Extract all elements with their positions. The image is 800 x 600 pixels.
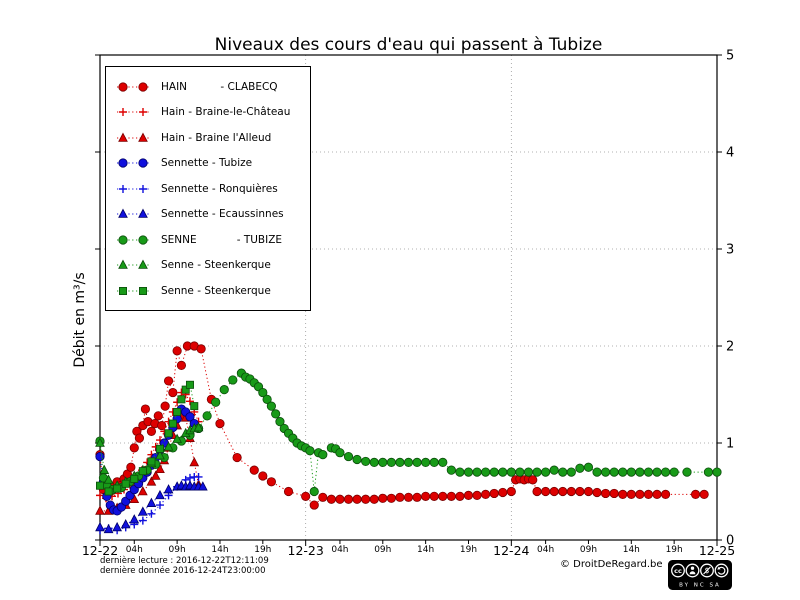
plot-frame: [99, 54, 718, 541]
series-0: [95, 341, 709, 510]
legend-item: Sennette - Tubize: [114, 151, 304, 177]
y-axis-ticks: 0 1 2 3 4 5: [95, 49, 734, 549]
copyright-text: © DroitDeRegard.be: [560, 559, 663, 570]
legend-label: Hain - Braine-le-Château: [161, 106, 291, 119]
legend-item: Hain - Braine-le-Château: [114, 100, 304, 126]
circle-marker-sample: [117, 82, 149, 92]
cc-icon: cc: [671, 563, 685, 578]
svg-text:14h: 14h: [211, 545, 228, 555]
chart-title: Niveaux des cours d'eau qui passent à Tu…: [214, 35, 603, 55]
svg-text:14h: 14h: [417, 545, 434, 555]
svg-text:04h: 04h: [126, 545, 143, 555]
circle-marker-sample: [117, 158, 149, 168]
last-data-text: dernière donnée 2016-12-24T23:00:00: [100, 566, 266, 576]
legend-label: Sennette - Ecaussinnes: [161, 208, 284, 221]
footer-info: dernière lecture : 2016-12-22T12:11:09 d…: [100, 556, 269, 576]
svg-text:12-23: 12-23: [288, 543, 324, 558]
triangle-marker-sample: [117, 259, 149, 270]
plus-marker-sample: [117, 184, 149, 193]
nc-dollar-icon: $: [700, 563, 714, 578]
legend-label: Senne - Steenkerque: [161, 259, 271, 272]
svg-text:19h: 19h: [460, 545, 477, 555]
legend-item: Senne - Steenkerque: [114, 253, 304, 279]
legend-label: HAIN - CLABECQ: [161, 80, 278, 93]
legend-label: Senne - Steenkerque: [161, 284, 271, 297]
cc-letters-text: BY NC SA: [679, 583, 721, 589]
svg-text:19h: 19h: [254, 545, 271, 555]
svg-text:1: 1: [726, 437, 734, 452]
legend-item: Sennette - Ecaussinnes: [114, 202, 304, 228]
legend-item: HAIN - CLABECQ: [114, 74, 304, 100]
svg-text:14h: 14h: [623, 545, 640, 555]
svg-text:12-22: 12-22: [82, 543, 118, 558]
legend-label: SENNE - TUBIZE: [161, 233, 283, 246]
svg-text:09h: 09h: [169, 545, 186, 555]
svg-text:3: 3: [726, 243, 734, 258]
svg-text:12-24: 12-24: [493, 543, 529, 558]
legend-item: Hain - Braine l'Alleud: [114, 125, 304, 151]
svg-text:0: 0: [726, 534, 734, 549]
svg-text:09h: 09h: [374, 545, 391, 555]
series-8: [96, 380, 199, 496]
svg-text:4: 4: [726, 146, 734, 161]
circle-marker-sample: [117, 235, 149, 245]
triangle-marker-sample: [117, 132, 149, 142]
svg-text:2: 2: [726, 340, 734, 355]
by-person-icon: [685, 563, 700, 578]
legend-label: Hain - Braine l'Alleud: [161, 131, 272, 144]
svg-text:09h: 09h: [580, 545, 597, 555]
svg-text:19h: 19h: [666, 545, 683, 555]
plus-marker-sample: [117, 108, 149, 117]
triangle-marker-sample: [117, 208, 149, 219]
legend-label: Sennette - Ronquières: [161, 182, 278, 195]
square-marker-sample: [117, 286, 149, 295]
legend-label: Sennette - Tubize: [161, 157, 253, 170]
svg-text:04h: 04h: [331, 545, 348, 555]
legend: HAIN - CLABECQ Hain - Braine-le-Château Ha…: [105, 66, 311, 311]
last-read-text: dernière lecture : 2016-12-22T12:11:09: [100, 556, 269, 566]
series-5: [95, 480, 208, 534]
svg-text:cc: cc: [674, 567, 682, 575]
sa-share-alike-icon: [714, 563, 729, 578]
cc-license-badge: cc $ BY NC SA: [668, 560, 732, 590]
svg-text:12-25: 12-25: [699, 543, 735, 558]
svg-text:5: 5: [726, 49, 734, 64]
svg-text:04h: 04h: [537, 545, 554, 555]
legend-item: Sennette - Ronquières: [114, 176, 304, 202]
x-axis-ticks: 12-22 12-23 12-24 12-25 04h 09h 14h 19h 04h 09h 14…: [82, 540, 735, 558]
legend-item: Senne - Steenkerque: [114, 278, 304, 304]
legend-item: SENNE - TUBIZE: [114, 227, 304, 253]
